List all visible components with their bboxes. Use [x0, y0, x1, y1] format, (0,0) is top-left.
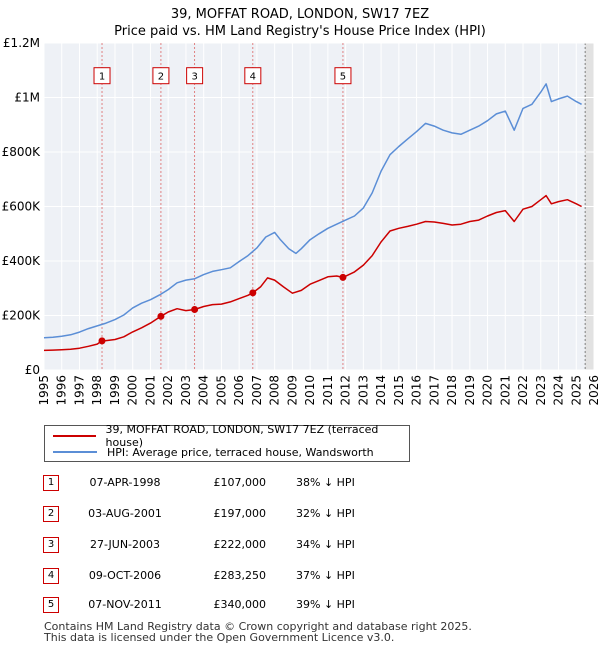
- x-tick-label: 2010: [303, 375, 317, 406]
- footer-copyright: Contains HM Land Registry data © Crown c…: [44, 620, 472, 633]
- transaction-price: £340,000: [213, 598, 267, 611]
- transaction-label: 3: [191, 72, 197, 83]
- x-tick-label: 2003: [179, 375, 193, 406]
- y-tick-label: £1.2M: [3, 36, 40, 50]
- transaction-marker: 3: [43, 537, 59, 553]
- transaction-label: 4: [250, 72, 256, 83]
- x-tick-label: 2024: [552, 375, 566, 406]
- x-tick-label: 1999: [108, 375, 122, 406]
- table-row: 1 07-APR-1998 £107,000 38% ↓ HPI: [0, 472, 600, 494]
- sale-point: [157, 312, 165, 320]
- x-tick-label: 1997: [72, 375, 86, 406]
- x-tick-label: 2019: [463, 375, 477, 406]
- transaction-date: 27-JUN-2003: [89, 538, 161, 551]
- transaction-price: £107,000: [213, 476, 267, 489]
- x-tick-label: 2026: [587, 375, 600, 406]
- y-tick-label: £0: [25, 363, 40, 377]
- legend-item-hpi: HPI: Average price, terraced house, Wand…: [53, 444, 374, 460]
- x-tick-label: 2020: [481, 375, 495, 406]
- x-tick-label: 1996: [55, 375, 69, 406]
- y-tick-label: £400K: [2, 254, 42, 268]
- legend-label-property: 39, MOFFAT ROAD, LONDON, SW17 7EZ (terra…: [105, 423, 379, 449]
- sale-point: [191, 306, 199, 314]
- x-tick-label: 2013: [356, 375, 370, 406]
- transaction-date: 03-AUG-2001: [88, 507, 162, 520]
- table-row: 5 07-NOV-2011 £340,000 39% ↓ HPI: [0, 594, 600, 616]
- transaction-price: £222,000: [213, 538, 267, 551]
- legend-swatch-hpi: [53, 451, 97, 453]
- transaction-date: 09-OCT-2006: [88, 569, 162, 582]
- sale-point: [339, 273, 347, 281]
- chart-legend: 39, MOFFAT ROAD, LONDON, SW17 7EZ (terra…: [44, 423, 410, 462]
- transaction-hpi: 38% ↓ HPI: [296, 476, 355, 489]
- x-tick-label: 2021: [498, 375, 512, 406]
- transaction-label: 5: [340, 72, 346, 83]
- x-tick-label: 2017: [427, 375, 441, 406]
- transaction-marker: 2: [43, 506, 59, 522]
- x-tick-label: 2002: [161, 375, 175, 406]
- x-tick-label: 2022: [516, 375, 530, 406]
- transaction-marker: 4: [43, 568, 59, 584]
- transaction-hpi: 37% ↓ HPI: [296, 569, 355, 582]
- transaction-date: 07-NOV-2011: [88, 598, 162, 611]
- x-tick-label: 2005: [214, 375, 228, 406]
- transaction-marker: 1: [43, 475, 59, 491]
- x-tick-label: 2016: [410, 375, 424, 406]
- transaction-price: £197,000: [213, 507, 267, 520]
- transaction-label: 2: [158, 72, 164, 83]
- transaction-hpi: 34% ↓ HPI: [296, 538, 355, 551]
- transaction-date: 07-APR-1998: [89, 476, 161, 489]
- x-tick-label: 2011: [321, 375, 335, 406]
- x-tick-label: 2014: [374, 375, 388, 406]
- chart-title: 39, MOFFAT ROAD, LONDON, SW17 7EZ: [170, 7, 430, 22]
- transaction-label-box: [244, 67, 262, 85]
- x-tick-label: 2006: [232, 375, 246, 406]
- table-row: 2 03-AUG-2001 £197,000 32% ↓ HPI: [0, 503, 600, 525]
- series-line-hpi: [43, 83, 582, 339]
- x-tick-label: 2018: [445, 375, 459, 406]
- y-tick-label: £600K: [2, 200, 42, 214]
- x-tick-label: 2000: [126, 375, 140, 406]
- chart-subtitle: Price paid vs. HM Land Registry's House …: [114, 24, 486, 39]
- transaction-label-box: [186, 67, 204, 85]
- y-tick-label: £1M: [14, 91, 40, 105]
- transaction-label-box: [334, 67, 352, 85]
- transaction-hpi: 32% ↓ HPI: [296, 507, 355, 520]
- x-tick-label: 2009: [285, 375, 299, 406]
- x-tick-label: 1995: [37, 375, 51, 406]
- transaction-label-box: [93, 67, 111, 85]
- table-row: 4 09-OCT-2006 £283,250 37% ↓ HPI: [0, 565, 600, 587]
- transaction-label-box: [152, 67, 170, 85]
- transaction-price: £283,250: [213, 569, 267, 582]
- legend-label-hpi: HPI: Average price, terraced house, Wand…: [107, 445, 374, 459]
- transaction-marker: 5: [43, 597, 59, 613]
- sale-point: [249, 289, 257, 297]
- y-tick-label: £200K: [2, 309, 42, 323]
- x-tick-label: 2012: [339, 375, 353, 406]
- legend-item-property: 39, MOFFAT ROAD, LONDON, SW17 7EZ (terra…: [53, 423, 409, 449]
- x-tick-label: 2023: [534, 375, 548, 406]
- x-tick-label: 2007: [250, 375, 264, 406]
- x-tick-label: 2025: [569, 375, 583, 406]
- sale-point: [98, 337, 106, 345]
- x-tick-label: 1998: [90, 375, 104, 406]
- transaction-hpi: 39% ↓ HPI: [296, 598, 355, 611]
- x-tick-label: 2015: [392, 375, 406, 406]
- transaction-label: 1: [99, 72, 105, 83]
- x-tick-label: 2008: [268, 375, 282, 406]
- footer-license: This data is licensed under the Open Gov…: [44, 631, 395, 644]
- table-row: 3 27-JUN-2003 £222,000 34% ↓ HPI: [0, 534, 600, 556]
- x-tick-label: 2001: [143, 375, 157, 406]
- x-tick-label: 2004: [197, 375, 211, 406]
- series-line-property: [43, 194, 582, 352]
- legend-swatch-property: [53, 435, 96, 437]
- y-tick-label: £800K: [2, 145, 42, 159]
